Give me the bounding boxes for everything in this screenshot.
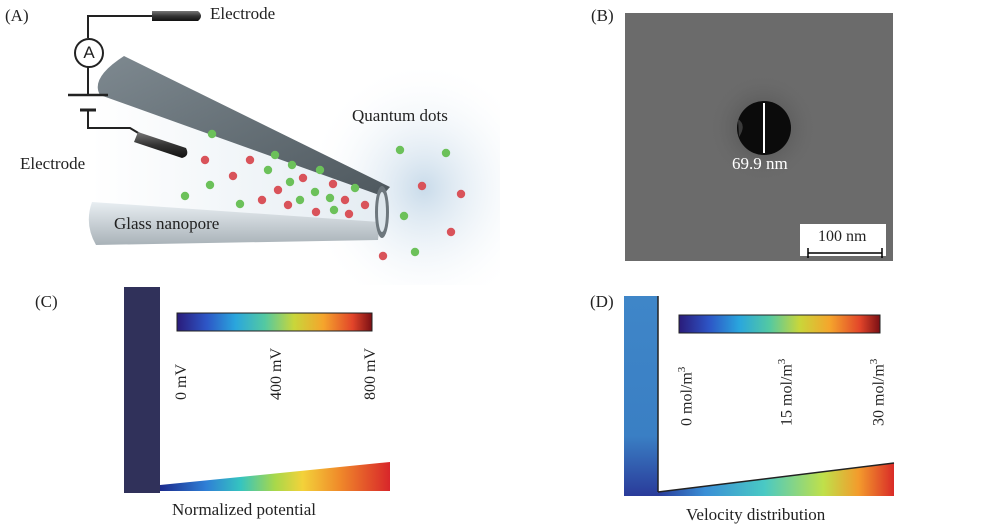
electrode-top-label: Electrode [210, 4, 276, 23]
quantum-dot-red [200, 155, 210, 165]
quantum-dot-green [180, 191, 190, 201]
quantum-dot-green [295, 195, 305, 205]
pore-tip-opening [378, 192, 386, 232]
colorbar-d-tick-2: 30 mol/m3 [868, 358, 888, 426]
glass-top-wall [97, 56, 391, 196]
quantum-dot-green [329, 205, 339, 215]
quantum-dot-red [344, 209, 354, 219]
wire-top [87, 15, 152, 38]
electrode-rod-top [152, 11, 201, 21]
velocity-map [624, 296, 895, 496]
quantum-dot-green [325, 193, 335, 203]
colorbar-d-tick-1: 15 mol/m3 [776, 358, 796, 426]
quantum-dots-label: Quantum dots [352, 106, 448, 125]
quantum-dot-red [298, 173, 308, 183]
colorbar-c-tick-2: 800 mV [362, 348, 379, 400]
quantum-dot-green [395, 145, 405, 155]
panel-d-caption: Velocity distribution [686, 505, 826, 524]
battery-icon [68, 93, 108, 112]
panel-a-label: (A) [5, 6, 29, 25]
quantum-dot-red [328, 179, 338, 189]
glass-nanopore-label: Glass nanopore [114, 214, 220, 233]
quantum-dot-red [378, 251, 388, 261]
quantum-dot-red [417, 181, 427, 191]
electrode-rod-left [134, 132, 188, 158]
colorbar-d [678, 314, 881, 334]
quantum-dot-green [310, 187, 320, 197]
quantum-dot-green [207, 129, 217, 139]
quantum-dot-green [441, 148, 451, 158]
quantum-dot-red [456, 189, 466, 199]
ammeter-icon: A [74, 38, 104, 68]
colorbar-d-tick-0: 0 mol/m3 [676, 366, 696, 426]
electrode-left-label: Electrode [20, 154, 86, 173]
pore-cavity [92, 93, 385, 232]
quantum-dot-green [235, 199, 245, 209]
scale-bar-label: 100 nm [818, 228, 867, 245]
reservoir [124, 287, 160, 493]
quantum-dot-red [360, 200, 370, 210]
diameter-label: 69.9 nm [732, 154, 788, 173]
glass-bottom-wall [88, 202, 381, 245]
potential-map [124, 287, 390, 493]
quantum-dot-green [287, 160, 297, 170]
quantum-dot-red [257, 195, 267, 205]
nanopore-velocity [658, 463, 894, 496]
quantum-dot-red [311, 207, 321, 217]
quantum-dot-green [263, 165, 273, 175]
panel-c-label: (C) [35, 292, 58, 311]
panel-c-caption: Normalized potential [172, 500, 316, 519]
quantum-dot-red [340, 195, 350, 205]
quantum-dots [180, 129, 466, 261]
quantum-dot-red [283, 200, 293, 210]
panel-d-label: (D) [590, 292, 614, 311]
quantum-dot-green [350, 183, 360, 193]
reservoir [624, 296, 658, 496]
quantum-dot-red [446, 227, 456, 237]
colorbar-c-tick-1: 400 mV [268, 348, 285, 400]
colorbar-c [176, 312, 373, 332]
quantum-dot-green [399, 211, 409, 221]
quantum-dot-red [245, 155, 255, 165]
sem-image [625, 13, 893, 261]
quantum-dot-green [270, 150, 280, 160]
ammeter-label: A [83, 43, 95, 62]
panel-b-label: (B) [591, 6, 614, 25]
scale-bar [807, 248, 883, 258]
nanopore-potential [160, 462, 390, 491]
quantum-dot-red [228, 171, 238, 181]
scale-bar-box [800, 224, 886, 256]
quantum-dot-green [205, 180, 215, 190]
colorbar-c-tick-0: 0 mV [173, 364, 190, 400]
quantum-dot-green [285, 177, 295, 187]
quantum-dot-green [410, 247, 420, 257]
quantum-dot-red [273, 185, 283, 195]
quantum-dot-green [315, 165, 325, 175]
